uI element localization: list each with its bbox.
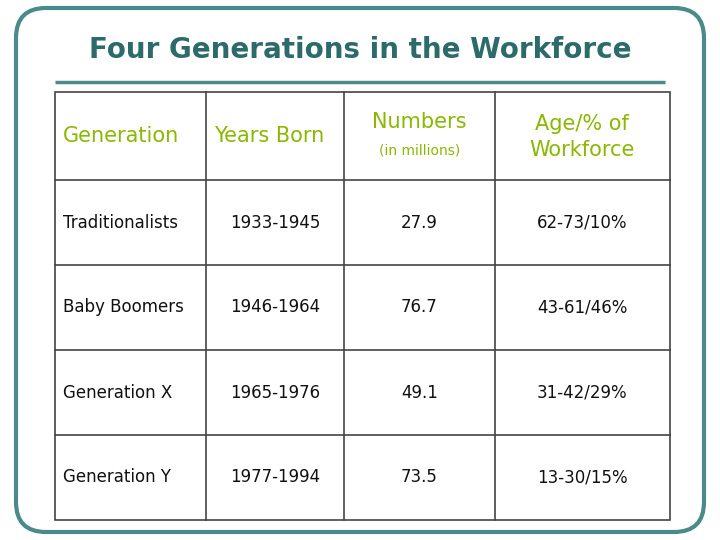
Text: 27.9: 27.9: [401, 213, 438, 232]
Text: Four Generations in the Workforce: Four Generations in the Workforce: [89, 36, 631, 64]
Text: Generation X: Generation X: [63, 383, 172, 402]
Text: (in millions): (in millions): [379, 143, 460, 157]
Text: Generation: Generation: [63, 126, 179, 146]
Text: 73.5: 73.5: [401, 469, 438, 487]
Text: 1933-1945: 1933-1945: [230, 213, 320, 232]
Text: Traditionalists: Traditionalists: [63, 213, 178, 232]
FancyBboxPatch shape: [16, 8, 704, 532]
Text: Baby Boomers: Baby Boomers: [63, 299, 184, 316]
Text: 62-73/10%: 62-73/10%: [537, 213, 628, 232]
Text: 31-42/29%: 31-42/29%: [537, 383, 628, 402]
Text: 43-61/46%: 43-61/46%: [537, 299, 628, 316]
Text: Years Born: Years Born: [214, 126, 324, 146]
Text: 76.7: 76.7: [401, 299, 438, 316]
Bar: [55, 92, 670, 520]
Text: 1946-1964: 1946-1964: [230, 299, 320, 316]
Text: Workforce: Workforce: [530, 140, 635, 160]
Text: Numbers: Numbers: [372, 112, 467, 132]
Text: 49.1: 49.1: [401, 383, 438, 402]
Text: Generation Y: Generation Y: [63, 469, 171, 487]
Text: 13-30/15%: 13-30/15%: [537, 469, 628, 487]
Text: 1965-1976: 1965-1976: [230, 383, 320, 402]
Text: Age/% of: Age/% of: [536, 114, 629, 134]
Text: 1977-1994: 1977-1994: [230, 469, 320, 487]
